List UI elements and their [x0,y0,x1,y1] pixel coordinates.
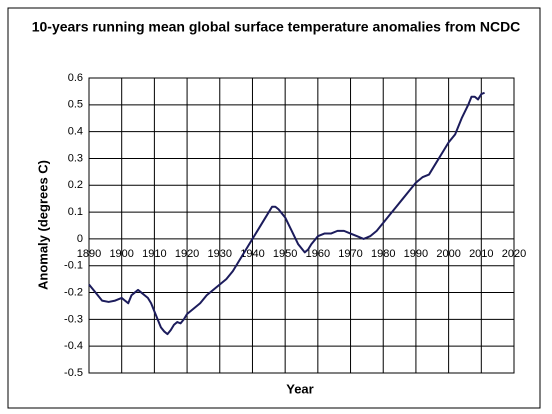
x-tick-label: 1930 [208,248,232,260]
y-tick-label: -0.4 [64,340,83,352]
chart-title: 10-years running mean global surface tem… [32,19,521,35]
x-tick-label: 2000 [436,248,460,260]
x-tick-label: 1910 [142,248,166,260]
y-tick-label: -0.1 [64,260,83,272]
y-axis-title: Anomaly (degrees C) [35,160,50,290]
y-tick-label: -0.3 [64,313,83,325]
x-tick-label: 2020 [502,248,526,260]
y-tick-label: 0.2 [68,179,83,191]
x-tick-label: 1950 [273,248,297,260]
y-tick-label: 0.4 [68,126,83,138]
x-tick-label: 1960 [306,248,330,260]
x-tick-label: 1990 [404,248,428,260]
y-tick-label: 0.5 [68,99,83,111]
data-line [88,91,485,336]
x-tick-label: 1900 [109,248,133,260]
y-tick-label: 0.6 [68,72,83,84]
x-axis-title: Year [286,381,313,396]
x-tick-label: 1890 [77,248,101,260]
y-tick-label: 0.3 [68,152,83,164]
x-tick-label: 1980 [371,248,395,260]
x-tick-label: 1920 [175,248,199,260]
y-tick-label: -0.5 [64,367,83,379]
plot-area [88,77,515,374]
x-tick-label: 1970 [338,248,362,260]
x-tick-label: 2010 [469,248,493,260]
y-tick-label: 0.1 [68,206,83,218]
y-tick-label: -0.2 [64,286,83,298]
y-tick-label: 0 [77,233,83,245]
